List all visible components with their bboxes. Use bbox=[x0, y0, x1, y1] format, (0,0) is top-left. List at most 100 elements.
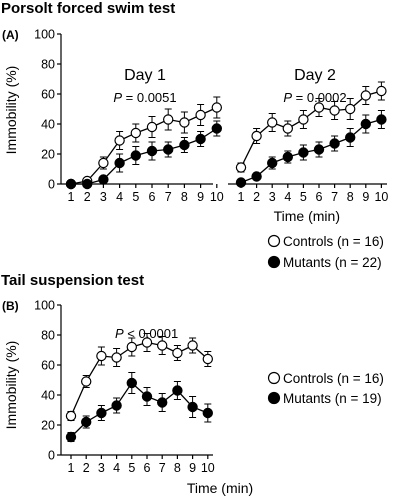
day2-title: Day 2 bbox=[294, 67, 336, 84]
panel-b-x-tick-label: 2 bbox=[83, 461, 90, 475]
day2-mutants-point bbox=[329, 138, 340, 149]
day1-mutants-point bbox=[179, 139, 190, 151]
day2-controls-point bbox=[282, 123, 293, 134]
day1-x-tick-label: 7 bbox=[165, 190, 172, 204]
day1-mutants-point bbox=[130, 150, 141, 161]
panel-b-mutants-point bbox=[80, 416, 92, 428]
day1-controls-point bbox=[98, 157, 109, 169]
panel-b-mutants-point bbox=[65, 431, 77, 443]
day2-mutants-point bbox=[360, 118, 371, 130]
panel-a-y-tick-label: 60 bbox=[41, 88, 55, 102]
panel-b-y-tick-label: 60 bbox=[41, 359, 55, 373]
day2-controls-point bbox=[251, 130, 262, 142]
panel-b-legend-mutants-marker bbox=[267, 391, 281, 405]
day1-mutants-line bbox=[71, 127, 218, 185]
day2-mutants-point bbox=[235, 177, 247, 188]
panel-b-x-tick-label: 10 bbox=[201, 461, 215, 475]
panel-b-y-tick-label: 0 bbox=[48, 449, 55, 463]
panel-a-y-axis-label: Immobility (%) bbox=[3, 66, 19, 155]
panel-b-controls-point bbox=[141, 337, 153, 348]
day1-controls-point bbox=[179, 117, 190, 128]
panel-b-legend-mutants-label: Mutants (n = 19) bbox=[283, 391, 382, 406]
panel-a-y-tick-label: 80 bbox=[41, 58, 55, 72]
panel-b-x-tick-label: 8 bbox=[174, 461, 181, 475]
day2-mutants-point bbox=[298, 147, 309, 158]
panel-b-mutants-point bbox=[96, 407, 107, 419]
day1-controls-line bbox=[70, 106, 218, 185]
panel-b-label: (B) bbox=[2, 299, 19, 313]
section-a-title: Porsolt forced swim test bbox=[1, 0, 175, 17]
panel-a-label: (A) bbox=[2, 28, 19, 42]
panel-a-x-axis-label: Time (min) bbox=[274, 208, 340, 224]
day2-controls-point bbox=[329, 105, 340, 116]
day2-mutants-point bbox=[251, 171, 262, 182]
day2-x-tick-label: 7 bbox=[331, 190, 338, 204]
day2-x-tick-label: 10 bbox=[374, 190, 388, 204]
day1-mutants-point bbox=[211, 123, 222, 134]
day1-controls-point bbox=[130, 127, 141, 139]
day1-mutants-point bbox=[114, 157, 125, 169]
day2-mutants-line bbox=[240, 118, 382, 184]
panel-b-controls-point bbox=[96, 350, 107, 362]
day2-mutants-point bbox=[282, 151, 293, 163]
day1-x-tick-label: 10 bbox=[210, 190, 224, 204]
panel-b-y-tick-label: 80 bbox=[41, 329, 55, 343]
day1-title: Day 1 bbox=[124, 67, 166, 84]
panel-b-x-tick-label: 4 bbox=[113, 461, 120, 475]
day1-x-tick-label: 9 bbox=[197, 190, 204, 204]
day1-mutants-point bbox=[195, 133, 206, 145]
panel-b-x-tick-label: 6 bbox=[144, 461, 151, 475]
panel-b-mutants-line bbox=[70, 382, 209, 438]
day2-x-tick-label: 8 bbox=[347, 190, 354, 204]
panel-b-mutants-point bbox=[202, 407, 213, 419]
panel-a-y-tick-label: 40 bbox=[41, 118, 55, 132]
day2-controls-point bbox=[360, 90, 371, 101]
day2-controls-point bbox=[345, 103, 356, 115]
panel-b-mutants-point bbox=[141, 391, 153, 402]
panel-a-legend-controls-marker bbox=[267, 234, 281, 248]
day1-controls-point bbox=[211, 102, 222, 113]
panel-b-controls-point bbox=[156, 340, 168, 351]
day2-x-tick-label: 4 bbox=[284, 190, 291, 204]
panel-b-controls-point bbox=[111, 352, 122, 363]
day2-x-tick-label: 3 bbox=[269, 190, 276, 204]
panel-a-legend-mutants-label: Mutants (n = 22) bbox=[283, 255, 382, 270]
day2-x-tick-label: 9 bbox=[362, 190, 369, 204]
panel-b-mutants-point bbox=[156, 397, 168, 408]
panel-b-y-tick-label: 20 bbox=[41, 419, 55, 433]
panel-b-mutants-point bbox=[187, 401, 198, 413]
day2-mutants-point bbox=[345, 132, 356, 143]
day2-p-value: P = 0.0002 bbox=[283, 90, 346, 105]
panel-b-legend-controls-label: Controls (n = 16) bbox=[283, 371, 384, 386]
day2-mutants-point bbox=[376, 114, 387, 125]
panel-b-y-tick-label: 100 bbox=[34, 299, 55, 313]
panel-b-x-tick-label: 3 bbox=[98, 461, 105, 475]
day1-x-tick-label: 4 bbox=[116, 190, 123, 204]
day2-controls-point bbox=[313, 102, 325, 113]
day1-p-value: P = 0.0051 bbox=[113, 90, 176, 105]
day1-x-tick-label: 3 bbox=[100, 190, 107, 204]
day1-controls-point bbox=[146, 121, 158, 133]
panel-a-y-tick-label: 100 bbox=[34, 28, 55, 42]
day2-controls-point bbox=[376, 85, 387, 97]
day1-controls-point bbox=[162, 114, 174, 125]
day1-x-tick-label: 6 bbox=[149, 190, 156, 204]
panel-b-mutants-point bbox=[172, 385, 183, 396]
panel-b-controls-point bbox=[80, 376, 92, 387]
panel-b-controls-line bbox=[70, 341, 209, 417]
day1-mutants-point bbox=[162, 144, 174, 155]
day1-mutants-point bbox=[98, 174, 109, 185]
panel-a-legend-controls-label: Controls (n = 16) bbox=[283, 234, 384, 249]
panel-b-x-axis-label: Time (min) bbox=[187, 480, 253, 496]
panel-b-controls-point bbox=[202, 353, 213, 365]
panel-b-controls-point bbox=[65, 410, 77, 422]
panel-b-legend-controls-marker bbox=[267, 371, 281, 385]
panel-b-y-tick-label: 40 bbox=[41, 389, 55, 403]
day2-mutants-point bbox=[267, 157, 278, 169]
day1-mutants-point bbox=[146, 145, 158, 157]
panel-b-mutants-point bbox=[111, 400, 122, 411]
day2-x-tick-label: 6 bbox=[316, 190, 323, 204]
panel-a-y-tick-label: 20 bbox=[41, 148, 55, 162]
day2-controls-line bbox=[240, 90, 382, 168]
